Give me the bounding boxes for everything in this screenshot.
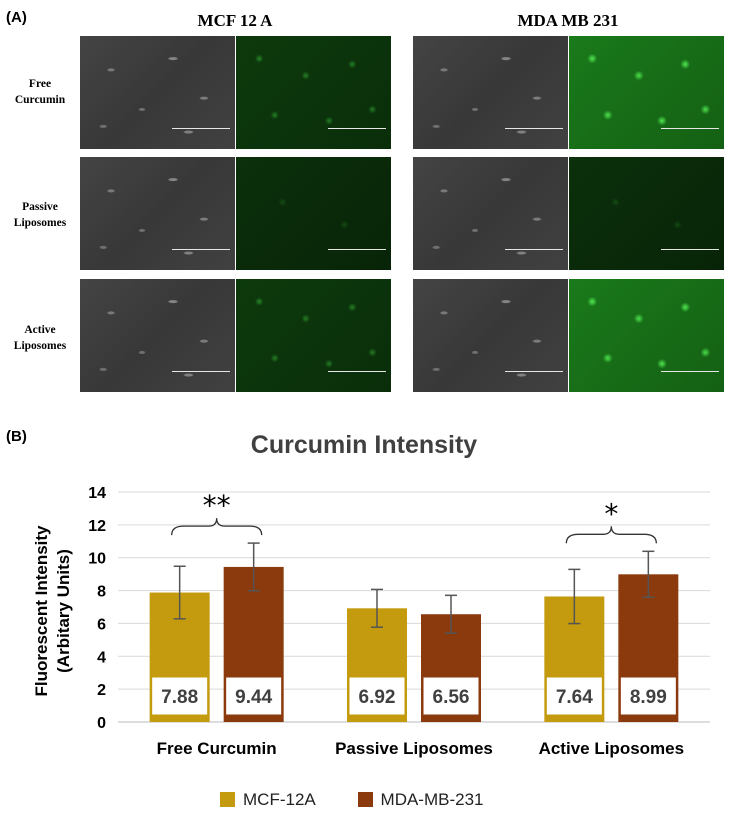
row-label-line: Active <box>24 324 56 336</box>
row-label-line: Liposomes <box>13 217 67 229</box>
data-label: 8.99 <box>630 687 667 708</box>
y-axis-label: Fluorescent Intensity <box>32 525 51 697</box>
micrograph-mcf12a-passive-fluorescence <box>236 157 391 270</box>
y-tick-label: 14 <box>88 485 106 502</box>
significance-marker: ** <box>203 489 231 522</box>
micrograph-mdamb231-passive-fluorescence <box>569 157 724 270</box>
row-label-line: Curcumin <box>14 94 66 106</box>
data-label-box <box>225 676 283 716</box>
micrograph-mdamb231-active-fluorescence <box>569 279 724 392</box>
data-label-box <box>545 676 603 716</box>
micrograph-mdamb231-active-brightfield <box>413 279 568 392</box>
scale-bar <box>505 371 563 372</box>
data-label: 6.56 <box>433 687 470 708</box>
column-header-mdamb231: MDA MB 231 <box>517 11 619 30</box>
data-label: 9.44 <box>235 687 272 708</box>
significance-marker: * <box>604 497 618 530</box>
scale-bar <box>328 249 386 250</box>
scale-bar <box>172 249 230 250</box>
scale-bar <box>661 371 719 372</box>
scale-bar <box>661 128 719 129</box>
scale-bar <box>505 128 563 129</box>
legend: MCF-12A MDA-MB-231 <box>220 790 484 810</box>
micrograph-mcf12a-active-brightfield <box>80 279 235 392</box>
row-label-line: Passive <box>22 201 58 213</box>
panel-a-label: (A) <box>6 9 27 26</box>
chart-title: Curcumin Intensity <box>251 431 478 459</box>
panel-b-label: (B) <box>6 428 27 445</box>
y-tick-label: 8 <box>97 584 106 601</box>
significance-bracket <box>171 518 263 536</box>
y-tick-label: 6 <box>97 616 106 633</box>
micrograph-mdamb231-free-brightfield <box>413 36 568 149</box>
y-tick-label: 12 <box>88 518 106 535</box>
column-header-mcf12a: MCF 12 A <box>197 11 273 30</box>
data-label-box <box>619 676 677 716</box>
bar-chart: Curcumin Intensity Fluorescent Intensity… <box>32 431 710 758</box>
scale-bar <box>328 371 386 372</box>
scale-bar <box>328 128 386 129</box>
scale-bar <box>172 128 230 129</box>
data-label-box <box>422 676 480 716</box>
scale-bar <box>505 249 563 250</box>
row-label-passive-liposomes: Passive Liposomes <box>0 199 80 231</box>
micrograph-mdamb231-free-fluorescence <box>569 36 724 149</box>
micrograph-mcf12a-active-fluorescence <box>236 279 391 392</box>
micrograph-mcf12a-free-fluorescence <box>236 36 391 149</box>
legend-swatch <box>357 792 373 807</box>
legend-label: MDA-MB-231 <box>380 790 484 809</box>
micrograph-mcf12a-passive-brightfield <box>80 157 235 270</box>
data-label: 7.64 <box>556 687 593 708</box>
row-label-active-liposomes: Active Liposomes <box>0 322 80 354</box>
scale-bar <box>172 371 230 372</box>
data-label: 6.92 <box>359 687 396 708</box>
legend-label: MCF-12A <box>243 790 315 809</box>
scale-bar <box>661 249 719 250</box>
data-label: 7.88 <box>161 687 198 708</box>
legend-item-mdamb231: MDA-MB-231 <box>357 790 484 809</box>
y-tick-label: 2 <box>97 682 106 699</box>
legend-swatch <box>220 792 235 807</box>
y-tick-label: 0 <box>97 715 106 732</box>
micrograph-mdamb231-passive-brightfield <box>413 157 568 270</box>
y-axis-label: (Arbitary Units) <box>54 549 73 673</box>
x-tick-label: Passive Liposomes <box>335 739 493 758</box>
micrograph-mcf12a-free-brightfield <box>80 36 235 149</box>
y-tick-label: 4 <box>97 649 106 666</box>
data-label-box <box>151 676 209 716</box>
x-tick-label: Free Curcumin <box>157 739 277 758</box>
legend-item-mcf12a: MCF-12A <box>220 790 320 809</box>
y-tick-label: 10 <box>88 551 106 568</box>
row-label-line: Liposomes <box>13 340 67 352</box>
row-label-free-curcumin: Free Curcumin <box>0 76 80 108</box>
row-label-line: Free <box>28 78 52 90</box>
data-label-box <box>348 676 406 716</box>
x-tick-label: Active Liposomes <box>539 739 685 758</box>
